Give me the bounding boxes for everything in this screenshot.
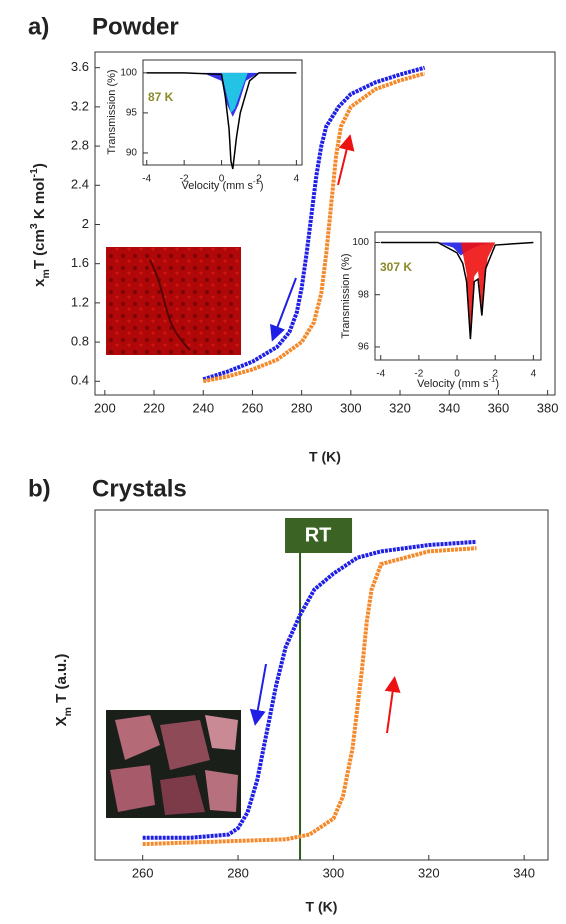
x-tick-label: 260 (132, 865, 154, 880)
x-tick-label: 260 (242, 400, 264, 415)
x-tick-label: -4 (376, 369, 385, 380)
axis-label: Transmission (%) (340, 253, 352, 338)
x-tick-label: 4 (294, 174, 300, 185)
plot-frame (94, 51, 556, 396)
axis-label-part: K mol (31, 177, 48, 223)
axis-label-part: Transmission (%) (106, 69, 118, 154)
x-tick-label: 360 (488, 400, 510, 415)
y-tick-label: 96 (358, 342, 370, 353)
x-tick-label: 240 (192, 400, 214, 415)
heating-arrow (337, 134, 355, 186)
axis-label-part: -1 (489, 375, 496, 384)
photo-crack (149, 259, 191, 351)
axis-label: Velocity (mm s-1) (417, 375, 499, 390)
y-tick-label: 0.8 (71, 334, 89, 349)
heating-arrow (384, 676, 401, 734)
plot-frame (94, 509, 549, 861)
panel-title: Powder (92, 13, 179, 40)
x-tick-label: 2 (256, 174, 262, 185)
y-tick-label: 2.8 (71, 138, 89, 153)
data-line (142, 539, 477, 840)
axis-label: T (K) (306, 899, 338, 915)
axis-label-part: Transmission (%) (340, 253, 352, 338)
y-tick-label: 100 (352, 237, 369, 248)
cooling-arrow (249, 663, 267, 726)
x-tick-label: 320 (389, 400, 411, 415)
y-tick-label: 2.4 (71, 177, 89, 192)
y-tick-label: 95 (126, 108, 138, 119)
x-tick-label: 340 (438, 400, 460, 415)
temperature-label: 307 K (380, 260, 412, 274)
x-tick-label: 0 (219, 174, 225, 185)
chart: b) Crystals 260 280 300 320 340 T (K) Xm T (a.u.… (28, 475, 549, 915)
fit-component (221, 72, 248, 113)
x-tick-label: -4 (142, 174, 151, 185)
axis-label-part: ) (31, 163, 48, 168)
data-line (380, 241, 534, 340)
rt-box (285, 518, 353, 553)
x-tick-label: 2 (492, 369, 498, 380)
axis-label-part: m (40, 269, 52, 278)
axis-label-part: X (53, 716, 70, 726)
axis-label-part: T (a.u.) (53, 654, 70, 707)
panel-title: Crystals (92, 475, 187, 502)
x-tick-label: 380 (537, 400, 559, 415)
y-tick-label: 100 (120, 67, 137, 78)
chart: -4 -2 0 2 4 96 98 100 Velocity (mm s-1) Transmiss… (340, 231, 542, 390)
x-tick-label: 320 (418, 865, 440, 880)
x-tick-label: 0 (454, 369, 460, 380)
x-tick-label: 200 (94, 400, 116, 415)
x-tick-label: 280 (227, 865, 249, 880)
axis-label-part: -1 (253, 177, 260, 186)
panel-label: b) (28, 475, 51, 502)
chart: -4 -2 0 2 4 90 95 100 Velocity (mm s-1) Transmiss… (106, 59, 303, 192)
axis-label: Xm T (a.u.) (53, 654, 74, 727)
y-tick-label: 3.6 (71, 59, 89, 74)
y-tick-label: 98 (358, 289, 370, 300)
axis-label-part: -1 (28, 168, 40, 177)
data-line (202, 71, 426, 384)
y-tick-label: 0.4 (71, 373, 89, 388)
axis-label-part: m (62, 707, 74, 716)
data-line (142, 546, 477, 847)
rt-label: RT (305, 524, 332, 546)
data-line (202, 65, 426, 382)
axis-label-part: ) (260, 180, 264, 192)
crystal-photo (106, 710, 241, 818)
y-tick-label: 90 (126, 148, 138, 159)
temperature-label: 87 K (148, 90, 174, 104)
y-tick-label: 2 (82, 216, 89, 231)
axis-label: T (K) (309, 449, 341, 465)
y-tick-label: 1.6 (71, 255, 89, 270)
y-tick-label: 3.2 (71, 98, 89, 113)
x-tick-label: 220 (143, 400, 165, 415)
axis-label-part: 3 (28, 223, 40, 229)
x-tick-label: -2 (180, 174, 189, 185)
axis-label-part: x (31, 278, 48, 287)
axis-label: xmT (cm3 K mol-1) (28, 163, 52, 287)
axis-label-part: Velocity (mm s (181, 180, 253, 192)
axis-label: Velocity (mm s-1) (181, 177, 263, 192)
axis-label-part: ) (495, 378, 499, 390)
axis-label-part: Velocity (mm s (417, 378, 489, 390)
x-tick-label: -2 (414, 369, 423, 380)
powder-photo (106, 247, 241, 355)
x-tick-label: 280 (291, 400, 313, 415)
x-tick-label: 300 (340, 400, 362, 415)
data-line (146, 72, 297, 170)
x-tick-label: 4 (531, 369, 537, 380)
y-tick-label: 1.2 (71, 294, 89, 309)
axis-label-part: T (cm (31, 229, 48, 269)
x-tick-label: 300 (323, 865, 345, 880)
x-tick-label: 340 (513, 865, 535, 880)
axis-label: Transmission (%) (106, 69, 118, 154)
panel-label: a) (28, 13, 49, 40)
cooling-arrow (270, 277, 297, 342)
